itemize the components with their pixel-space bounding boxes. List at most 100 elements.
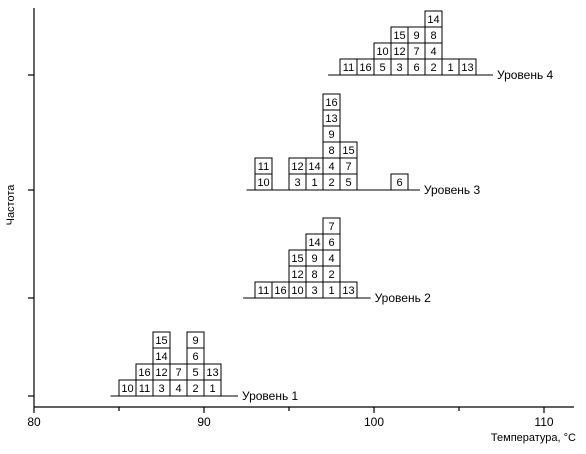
data-box: 8 xyxy=(424,26,443,44)
data-box-label: 5 xyxy=(379,62,385,74)
data-box: 8 xyxy=(322,141,341,159)
data-box-label: 15 xyxy=(155,335,167,347)
data-box: 11 xyxy=(339,58,358,76)
data-box-label: 9 xyxy=(413,30,419,42)
data-box-label: 3 xyxy=(396,62,402,74)
data-box: 4 xyxy=(322,249,341,267)
data-box: 15 xyxy=(288,249,307,267)
data-box: 9 xyxy=(186,331,205,349)
data-box: 1 xyxy=(441,58,460,76)
level-label: Уровень 2 xyxy=(375,291,432,305)
data-box-label: 10 xyxy=(376,46,388,58)
data-box-label: 5 xyxy=(345,177,351,189)
data-box: 7 xyxy=(169,363,188,381)
data-box: 12 xyxy=(390,42,409,60)
data-box: 14 xyxy=(305,233,324,251)
data-box-label: 14 xyxy=(427,14,439,26)
data-box-label: 1 xyxy=(209,383,215,395)
data-box: 7 xyxy=(407,42,426,60)
data-box: 16 xyxy=(135,363,154,381)
data-box: 4 xyxy=(322,157,341,175)
data-box-label: 6 xyxy=(328,237,334,249)
data-box: 3 xyxy=(152,379,171,397)
data-box: 4 xyxy=(169,379,188,397)
data-box: 13 xyxy=(458,58,477,76)
data-box-label: 6 xyxy=(192,351,198,363)
level-3: Уровень 3 10 11 3 12 1 14 2 4 8 9 13 16 5 7 15 6 xyxy=(246,93,480,197)
data-box-label: 16 xyxy=(325,97,337,109)
data-box: 2 xyxy=(322,173,341,191)
data-box: 3 xyxy=(305,281,324,299)
level-label: Уровень 1 xyxy=(242,389,299,403)
data-box-label: 14 xyxy=(155,351,167,363)
data-box-label: 3 xyxy=(158,383,164,395)
data-box-label: 13 xyxy=(325,113,337,125)
data-box-label: 7 xyxy=(175,367,181,379)
data-box: 6 xyxy=(322,233,341,251)
data-box-frame xyxy=(424,10,443,28)
data-box-label: 2 xyxy=(328,177,334,189)
data-box-label: 13 xyxy=(206,367,218,379)
data-box-frame xyxy=(152,331,171,349)
x-tick-label: 110 xyxy=(534,415,553,429)
data-box-label: 7 xyxy=(328,221,334,233)
data-box-label: 3 xyxy=(311,285,317,297)
data-box-label: 8 xyxy=(430,30,436,42)
data-box-label: 15 xyxy=(291,253,303,265)
data-box: 12 xyxy=(288,157,307,175)
data-box: 2 xyxy=(186,379,205,397)
data-box: 16 xyxy=(356,58,375,76)
data-box-label: 6 xyxy=(396,177,402,189)
data-box-label: 8 xyxy=(328,145,334,157)
data-box-frame xyxy=(322,217,341,235)
data-box: 10 xyxy=(254,173,273,191)
data-box: 9 xyxy=(407,26,426,44)
data-box-frame xyxy=(203,363,222,381)
data-box: 11 xyxy=(254,281,273,299)
axes: 80 90 100 110 xyxy=(27,8,574,429)
data-box-label: 12 xyxy=(291,269,303,281)
data-box: 3 xyxy=(288,173,307,191)
data-box: 9 xyxy=(305,249,324,267)
level-1: Уровень 1 10 11 16 3 12 14 15 4 72 5 6 9 1 13 xyxy=(110,331,299,403)
data-box-label: 12 xyxy=(155,367,167,379)
data-box: 11 xyxy=(254,157,273,175)
data-box-frame xyxy=(322,93,341,111)
data-box: 14 xyxy=(152,347,171,365)
data-box-frame xyxy=(339,281,358,299)
data-box-label: 14 xyxy=(308,161,320,173)
y-axis-label: Частота xyxy=(5,184,17,226)
data-box: 6 xyxy=(186,347,205,365)
data-box-label: 4 xyxy=(328,161,334,173)
data-box-label: 2 xyxy=(328,269,334,281)
data-box-label: 4 xyxy=(430,46,436,58)
data-box-label: 1 xyxy=(311,177,317,189)
data-box-label: 7 xyxy=(345,161,351,173)
data-box: 5 xyxy=(339,173,358,191)
data-box-label: 15 xyxy=(393,30,405,42)
x-tick-label: 100 xyxy=(364,415,384,429)
data-box-label: 11 xyxy=(258,285,269,297)
data-box: 5 xyxy=(186,363,205,381)
data-box: 3 xyxy=(390,58,409,76)
data-box: 12 xyxy=(152,363,171,381)
data-box-label: 16 xyxy=(359,62,371,74)
data-box-label: 5 xyxy=(192,367,198,379)
data-box: 7 xyxy=(322,217,341,235)
level-4: Уровень 4 11 16 5 10 3 12 15 6 7 9 2 4 8 14 1 13 xyxy=(328,10,554,82)
data-box-label: 1 xyxy=(447,62,453,74)
data-box: 2 xyxy=(322,265,341,283)
data-box: 16 xyxy=(322,93,341,111)
data-box: 14 xyxy=(305,157,324,175)
data-box-label: 13 xyxy=(342,285,354,297)
data-box: 13 xyxy=(203,363,222,381)
data-box: 6 xyxy=(390,173,409,191)
data-box: 6 xyxy=(407,58,426,76)
data-box-label: 9 xyxy=(328,129,334,141)
data-box: 2 xyxy=(424,58,443,76)
data-box-label: 16 xyxy=(274,285,286,297)
data-box: 15 xyxy=(339,141,358,159)
